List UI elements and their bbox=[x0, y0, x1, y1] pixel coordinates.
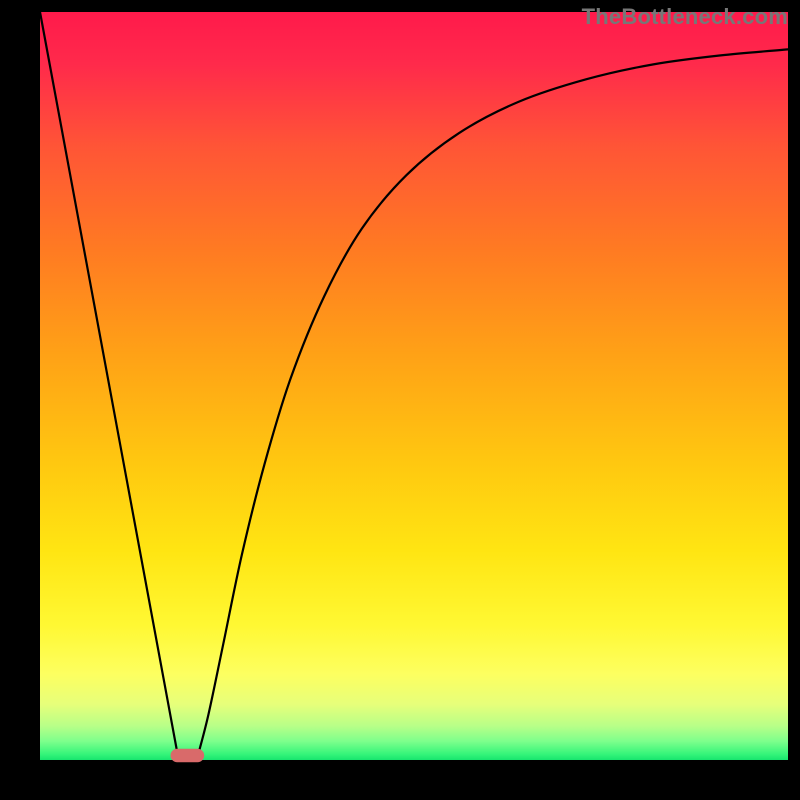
curve-left-segment bbox=[40, 12, 178, 759]
bottleneck-curve bbox=[40, 12, 788, 760]
chart-frame: TheBottleneck.com bbox=[0, 0, 800, 800]
source-watermark: TheBottleneck.com bbox=[582, 4, 788, 30]
curve-right-segment bbox=[197, 49, 788, 758]
optimal-marker bbox=[171, 749, 205, 762]
plot-area bbox=[40, 12, 788, 760]
